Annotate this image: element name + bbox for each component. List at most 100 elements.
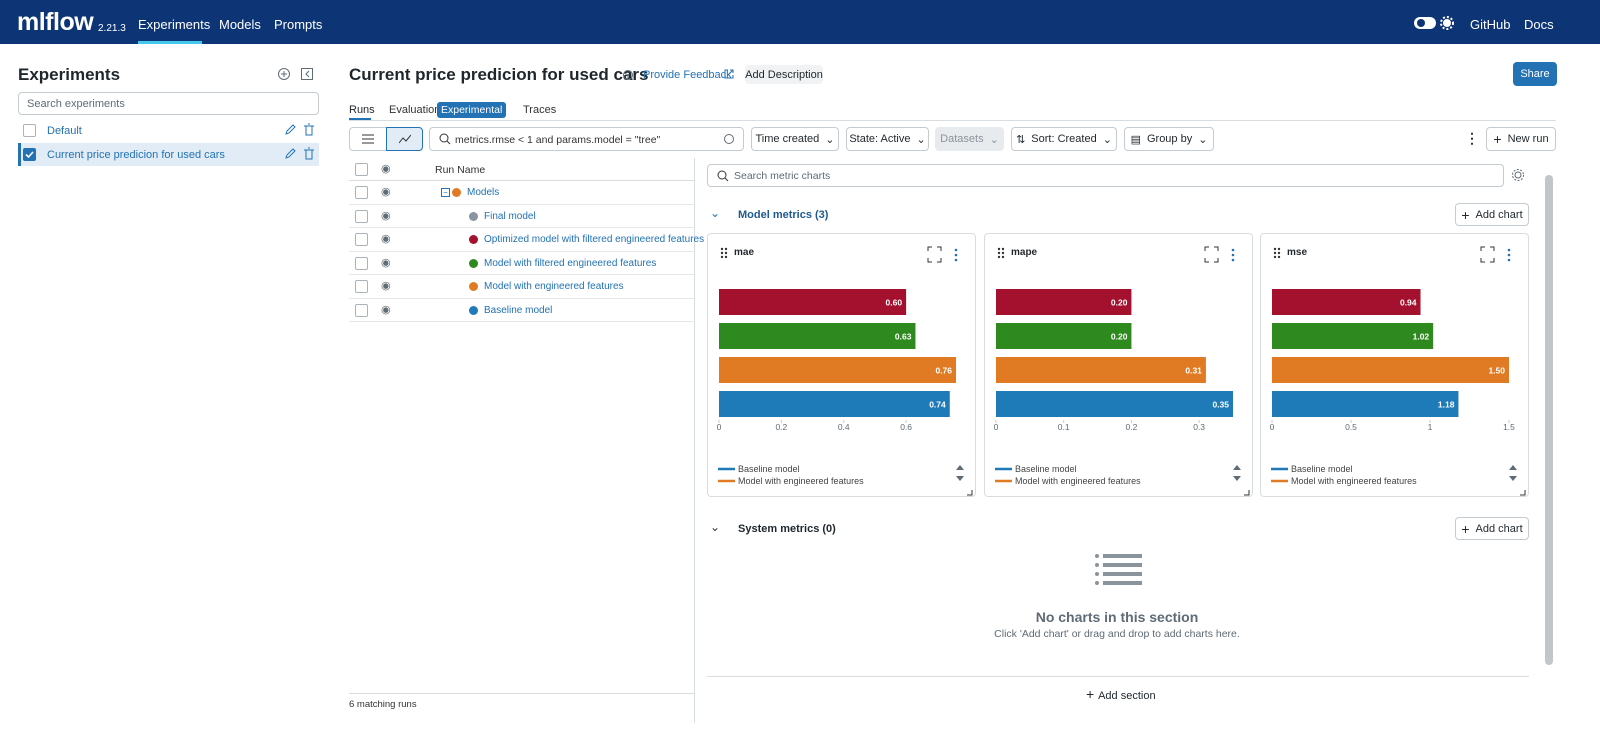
delete-icon[interactable] bbox=[304, 148, 314, 159]
resize-handle[interactable] bbox=[967, 490, 972, 495]
visibility-toggle[interactable]: ◉ bbox=[381, 209, 391, 222]
checkbox[interactable] bbox=[355, 186, 368, 199]
scrollbar[interactable] bbox=[1545, 175, 1553, 665]
group-dropdown[interactable]: ▤Group by⌄ bbox=[1124, 127, 1214, 151]
nav-link[interactable]: Prompts bbox=[274, 17, 322, 32]
visibility-toggle[interactable]: ◉ bbox=[381, 256, 391, 269]
chart-menu[interactable] bbox=[955, 249, 958, 262]
checkbox[interactable] bbox=[355, 257, 368, 270]
fullscreen-icon[interactable] bbox=[1205, 247, 1218, 262]
legend-scroll-down[interactable] bbox=[1509, 476, 1517, 481]
run-name[interactable]: Baseline model bbox=[484, 305, 552, 316]
run-name[interactable]: Final model bbox=[484, 211, 536, 222]
info-icon[interactable] bbox=[622, 69, 634, 81]
run-name[interactable]: Model with engineered features bbox=[484, 281, 624, 292]
legend-scroll-down[interactable] bbox=[1233, 476, 1241, 481]
time-dropdown[interactable]: Time created⌄ bbox=[751, 127, 839, 151]
resize-handle[interactable] bbox=[1244, 490, 1249, 495]
row-actions bbox=[284, 123, 318, 137]
x-tick-label: 0.4 bbox=[838, 422, 850, 432]
drag-handle[interactable] bbox=[1274, 248, 1280, 258]
legend-scroll-up[interactable] bbox=[1233, 465, 1241, 470]
bar bbox=[1272, 323, 1433, 349]
logo[interactable]: mlflow bbox=[17, 8, 93, 37]
delete-icon[interactable] bbox=[304, 124, 314, 135]
collapse-icon[interactable] bbox=[300, 67, 314, 81]
x-tick-label: 0.3 bbox=[1193, 422, 1205, 432]
add-chart-button[interactable]: +Add chart bbox=[1455, 517, 1529, 540]
tab-active[interactable]: Runs bbox=[349, 104, 375, 116]
run-name[interactable]: Model with filtered engineered features bbox=[484, 258, 656, 269]
icon-part bbox=[998, 252, 1000, 254]
bar bbox=[1272, 357, 1509, 383]
run-name[interactable]: Optimized model with filtered engineered… bbox=[484, 234, 704, 245]
nav-link[interactable]: Models bbox=[219, 17, 261, 32]
add-description-button[interactable]: Add Description bbox=[745, 65, 823, 84]
add-experiment-icon[interactable] bbox=[277, 67, 291, 81]
fullscreen-icon[interactable] bbox=[1481, 247, 1494, 262]
experiment-link[interactable]: Default bbox=[47, 125, 82, 137]
tab[interactable]: Traces bbox=[523, 104, 556, 116]
value-label: 1.50 bbox=[1488, 366, 1505, 376]
run-name[interactable]: Models bbox=[467, 187, 499, 198]
chevron: ⌄ bbox=[916, 133, 925, 146]
toggle-knob bbox=[1417, 19, 1425, 27]
settings-icon[interactable] bbox=[1511, 168, 1525, 182]
checkbox[interactable] bbox=[23, 124, 36, 137]
checkbox[interactable] bbox=[355, 280, 368, 293]
icon-part bbox=[399, 135, 411, 143]
visibility-toggle[interactable]: ◉ bbox=[381, 185, 391, 198]
icon-part bbox=[1508, 259, 1511, 262]
run-color bbox=[469, 212, 478, 221]
bar bbox=[719, 323, 915, 349]
drag-handle[interactable] bbox=[721, 248, 727, 258]
add-section-button[interactable]: + Add section bbox=[1086, 686, 1156, 702]
value-label: 0.20 bbox=[1111, 332, 1128, 342]
checkbox[interactable] bbox=[355, 163, 368, 176]
chart-menu[interactable] bbox=[1508, 249, 1511, 262]
edit-icon[interactable] bbox=[286, 125, 295, 134]
edit-icon[interactable] bbox=[286, 149, 295, 158]
checkbox[interactable] bbox=[355, 210, 368, 223]
checkbox[interactable] bbox=[355, 233, 368, 246]
group-toggle[interactable]: − bbox=[441, 188, 450, 197]
share-button[interactable]: Share bbox=[1513, 62, 1557, 86]
section-chevron[interactable]: ⌄ bbox=[710, 206, 720, 220]
visibility-toggle[interactable]: ◉ bbox=[381, 303, 391, 316]
nav-link[interactable]: Experiments bbox=[138, 17, 210, 32]
legend-scroll-up[interactable] bbox=[1509, 465, 1517, 470]
visibility-toggle[interactable]: ◉ bbox=[381, 232, 391, 245]
experiment-link[interactable]: Current price predicion for used cars bbox=[47, 149, 225, 161]
feedback-link[interactable]: Provide Feedback bbox=[643, 69, 732, 81]
header-link[interactable]: Docs bbox=[1524, 17, 1554, 32]
kebab-menu[interactable]: ⋮ bbox=[1465, 130, 1479, 147]
icon-part bbox=[1508, 249, 1511, 252]
group-icon: ▤ bbox=[1131, 133, 1141, 146]
legend-scroll-up[interactable] bbox=[956, 465, 964, 470]
x-tick-label: 0 bbox=[717, 422, 722, 432]
chart-title: mse bbox=[1287, 247, 1307, 258]
chart-menu[interactable] bbox=[1232, 249, 1235, 262]
checkbox[interactable] bbox=[355, 304, 368, 317]
column-header: Run Name bbox=[435, 164, 485, 176]
info-icon[interactable] bbox=[723, 133, 735, 145]
chevron: ⌄ bbox=[1198, 133, 1207, 146]
drag-handle[interactable] bbox=[998, 248, 1004, 258]
x-tick-label: 1.5 bbox=[1503, 422, 1515, 432]
tab[interactable]: Evaluation bbox=[389, 104, 440, 116]
visibility-toggle[interactable]: ◉ bbox=[381, 279, 391, 292]
legend-scroll-down[interactable] bbox=[956, 476, 964, 481]
state-dropdown[interactable]: State: Active⌄ bbox=[846, 127, 929, 151]
add-chart-button[interactable]: +Add chart bbox=[1455, 203, 1529, 226]
sort-dropdown[interactable]: ⇅Sort: Created⌄ bbox=[1011, 127, 1117, 151]
new-run-button[interactable]: +New run bbox=[1486, 127, 1556, 151]
chart-view-button[interactable] bbox=[386, 127, 423, 151]
section-chevron[interactable]: ⌄ bbox=[710, 520, 720, 534]
header-link[interactable]: GitHub bbox=[1470, 17, 1510, 32]
nav-underline bbox=[138, 41, 202, 44]
resize-handle[interactable] bbox=[1520, 490, 1525, 495]
theme-toggle[interactable] bbox=[1413, 15, 1457, 31]
fullscreen-icon[interactable] bbox=[928, 247, 941, 262]
icon-part bbox=[725, 252, 727, 254]
list-view-button[interactable] bbox=[349, 127, 387, 151]
